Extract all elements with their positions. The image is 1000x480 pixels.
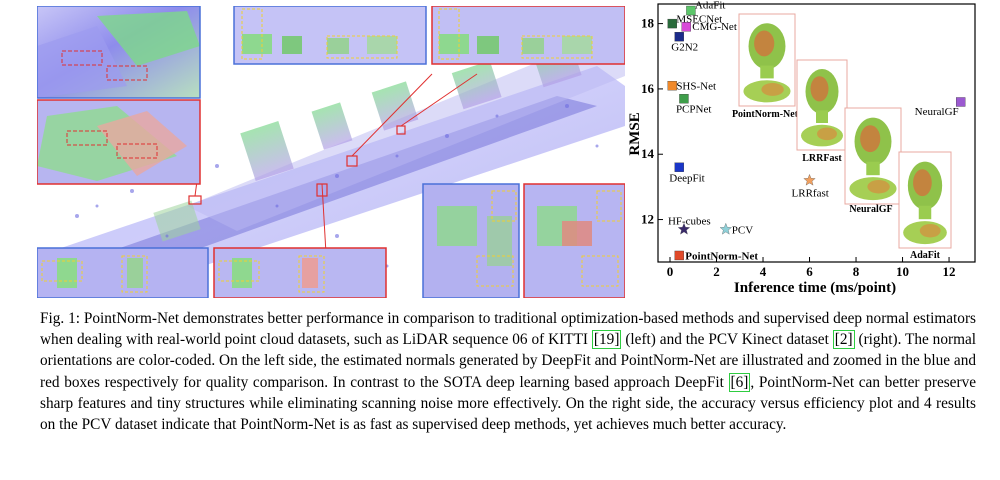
thumbnail-label: LRRFast <box>802 153 842 164</box>
marker-label: PointNorm-Net <box>685 250 758 262</box>
citation-deepfit[interactable]: [6] <box>728 372 751 392</box>
figure-caption: Fig. 1: PointNorm-Net demonstrates bette… <box>40 308 976 435</box>
marker-label: DeepFit <box>669 172 704 184</box>
y-axis-ticks: 12 14 16 18 <box>641 16 663 227</box>
x-tick-label: 12 <box>943 264 956 279</box>
zoom-tile-top-right-red <box>431 6 625 65</box>
x-tick-label: 6 <box>806 264 813 279</box>
marker-label: PCPNet <box>676 104 711 116</box>
thumbnail-label: NeuralGF <box>849 204 892 215</box>
x-tick-label: 4 <box>760 264 767 279</box>
zoom-tile-top-middle-blue <box>233 6 427 65</box>
pointcloud-illustration <box>37 6 625 298</box>
x-axis-label: Inference time (ms/point) <box>734 280 896 296</box>
citation-kitti[interactable]: [19] <box>591 330 622 350</box>
marker-label: G2N2 <box>671 42 698 54</box>
marker-pcv: PCV <box>719 222 753 236</box>
marker-label: LRRfast <box>792 187 829 199</box>
thumbnail-lrrfast: LRRFast <box>796 59 848 164</box>
marker-deepfit: DeepFit <box>669 162 705 184</box>
y-tick-label: 14 <box>641 146 655 161</box>
y-tick-label: 12 <box>641 212 654 227</box>
marker-label: NeuralGF <box>915 106 959 118</box>
marker-label: CMG-Net <box>692 21 737 33</box>
result-thumbnails: PointNorm-Net LRRFast NeuralGF AdaFit <box>732 13 952 261</box>
marker-label: PCV <box>732 224 753 236</box>
caption-part-3: (right). The normal orientations are col… <box>40 331 977 391</box>
figure-1: PointNorm-Net LRRFast NeuralGF AdaFit 0 2 4 6 8… <box>37 0 985 300</box>
thumbnail-adafit: AdaFit <box>898 151 952 261</box>
zoom-tile-pointnorm-left <box>37 99 201 185</box>
marker-cmg-net: CMG-Net <box>681 21 737 33</box>
marker-shs-net: SHS-Net <box>667 81 716 93</box>
y-tick-label: 16 <box>641 81 655 96</box>
marker-label: SHS-Net <box>676 81 716 93</box>
x-tick-label: 10 <box>896 264 909 279</box>
thumbnail-label: PointNorm-Net <box>732 109 799 120</box>
marker-pcpnet: PCPNet <box>676 94 711 116</box>
marker-g2n2: G2N2 <box>671 32 698 54</box>
marker-hf-cubes: HF-cubes <box>668 215 711 235</box>
y-axis-label: RMSE <box>627 112 643 155</box>
x-tick-label: 8 <box>853 264 860 279</box>
plot-frame <box>657 3 976 263</box>
marker-label: AdaFit <box>695 0 726 12</box>
zoom-tile-deepfit-left <box>37 6 201 99</box>
caption-part-4: , PointNorm-Net can better preserve shar… <box>40 373 977 434</box>
zoom-tile-bottom-left-blue <box>37 247 209 298</box>
x-tick-label: 0 <box>667 264 674 279</box>
zoom-tile-bottom-middle-red <box>213 247 387 298</box>
thumbnail-pointnorm-net: PointNorm-Net <box>732 13 799 120</box>
accuracy-efficiency-plot: PointNorm-Net LRRFast NeuralGF AdaFit 0 2 4 6 8… <box>625 0 985 300</box>
citation-pcv[interactable]: [2] <box>832 330 855 350</box>
zoom-tile-bottom-right-blue <box>422 183 520 298</box>
x-tick-label: 2 <box>713 264 720 279</box>
marker-pointnorm-net: PointNorm-Net <box>674 250 758 262</box>
y-tick-label: 18 <box>641 16 655 31</box>
kitti-pointcloud-view <box>37 6 625 298</box>
rmse-vs-time-chart: PointNorm-Net LRRFast NeuralGF AdaFit 0 2 4 6 8… <box>627 0 976 296</box>
marker-adafit: AdaFit <box>686 0 726 16</box>
zoom-tile-bottom-right-red <box>523 183 625 298</box>
caption-part-2: (left) and the PCV Kinect dataset <box>621 331 833 349</box>
caption-part-1: Fig. 1: PointNorm-Net demonstrates bette… <box>40 310 976 349</box>
marker-label: HF-cubes <box>668 215 711 227</box>
thumbnail-label: AdaFit <box>910 250 941 261</box>
marker-neuralgf: NeuralGF <box>915 97 966 118</box>
thumbnail-neuralgf: NeuralGF <box>844 107 902 215</box>
marker-lrrfast: LRRfast <box>792 173 829 199</box>
x-axis-ticks: 0 2 4 6 8 10 12 <box>667 257 956 279</box>
sidewalk-band <box>187 46 625 231</box>
